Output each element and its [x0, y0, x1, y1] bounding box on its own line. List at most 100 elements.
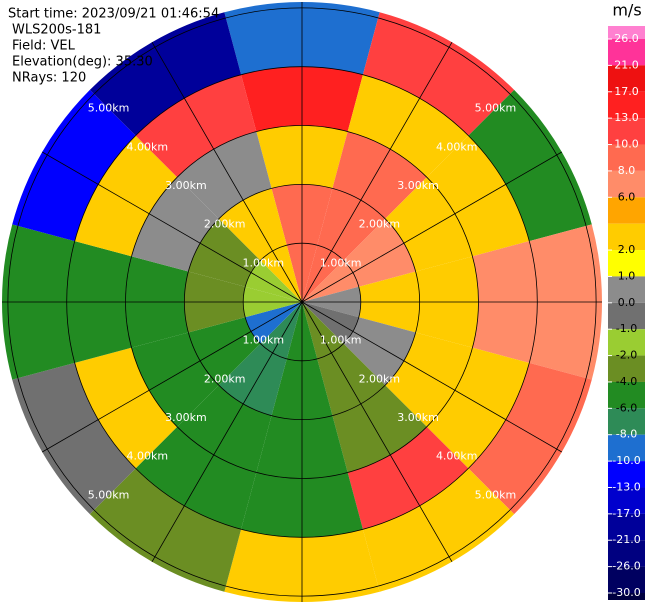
- colorbar-tick-label: -17.0: [612, 507, 640, 520]
- velocity-cell: [135, 426, 257, 530]
- colorbar-segment: [608, 381, 645, 409]
- velocity-cell: [12, 89, 136, 242]
- range-label: 4.00km: [436, 140, 478, 153]
- info-line: NRays: 120: [12, 71, 86, 86]
- velocity-cell: [426, 347, 530, 469]
- colorbar-tick-label: -13.0: [612, 480, 640, 493]
- colorbar-segment: [608, 223, 645, 251]
- velocity-cell: [468, 362, 592, 515]
- range-ring: [125, 125, 479, 479]
- range-label: 2.00km: [204, 372, 246, 385]
- range-label: 1.00km: [243, 334, 285, 347]
- info-line: Elevation(deg): 35.30: [12, 55, 153, 70]
- range-label: 3.00km: [165, 411, 207, 424]
- range-label: 3.00km: [397, 411, 439, 424]
- range-ring: [242, 242, 362, 362]
- velocity-cell: [468, 89, 592, 242]
- colorbar-segment: [608, 434, 645, 462]
- colorbar-segment: [608, 118, 645, 145]
- info-line: Start time: 2023/09/21 01:46:54: [8, 7, 219, 22]
- range-ring: [66, 66, 538, 538]
- colorbar-tick-label: 1.0: [618, 269, 636, 282]
- velocity-cell: [302, 302, 359, 344]
- colorbar-tick-label: 8.0: [618, 164, 636, 177]
- velocity-cell: [245, 260, 302, 302]
- colorbar-segment: [608, 250, 645, 277]
- info-line: Field: VEL: [12, 39, 76, 54]
- range-label: 5.00km: [475, 102, 517, 115]
- colorbar-segment: [608, 26, 645, 39]
- spoke: [41, 301, 303, 453]
- velocity-cell: [426, 135, 530, 257]
- colorbar-tick-label: -2.0: [616, 349, 637, 362]
- colorbar-segment: [608, 197, 645, 224]
- colorbar-segment: [608, 144, 645, 171]
- velocity-cell: [260, 302, 302, 359]
- velocity-cell: [347, 426, 469, 530]
- velocity-cell: [188, 218, 261, 287]
- spoke: [301, 41, 453, 303]
- range-label: 2.00km: [204, 218, 246, 231]
- velocity-cell: [12, 362, 136, 515]
- colorbar-segment: [608, 329, 645, 356]
- velocity-cell: [74, 347, 178, 469]
- colorbar-segment: [608, 170, 645, 198]
- colorbar-tick-label: 2.0: [618, 243, 636, 256]
- colorbar-tick-label: -30.0: [612, 586, 640, 599]
- colorbar-segment: [608, 461, 645, 488]
- velocity-cell: [385, 332, 473, 427]
- velocity-cell: [131, 177, 219, 272]
- colorbar-tick-label: -8.0: [616, 428, 637, 441]
- colorbar-segment: [608, 593, 645, 600]
- info-line: WLS200s-181: [12, 23, 101, 38]
- spoke: [301, 301, 563, 453]
- velocity-cell: [218, 188, 287, 261]
- velocity-cell: [302, 260, 359, 302]
- spoke: [151, 41, 303, 303]
- range-label: 2.00km: [359, 218, 401, 231]
- velocity-cell: [347, 74, 469, 178]
- velocity-cell: [74, 135, 178, 257]
- range-label: 2.00km: [359, 372, 401, 385]
- range-ring: [7, 7, 597, 597]
- colorbar-segment: [608, 302, 645, 330]
- colorbar-segment: [608, 566, 645, 593]
- velocity-cell: [343, 218, 416, 287]
- spoke: [151, 301, 303, 563]
- colorbar-tick-label: -6.0: [616, 401, 637, 414]
- colorbar-tick-label: 26.0: [614, 32, 639, 45]
- colorbar-tick-label: -10.0: [612, 454, 640, 467]
- velocity-cell: [317, 343, 386, 416]
- velocity-cell: [188, 317, 261, 386]
- colorbar-tick-label: -4.0: [616, 375, 637, 388]
- range-label: 4.00km: [436, 450, 478, 463]
- colorbar-segment: [608, 91, 645, 119]
- range-label: 4.00km: [126, 450, 168, 463]
- colorbar-tick-label: -1.0: [616, 322, 637, 335]
- colorbar-tick-label: 0.0: [618, 296, 636, 309]
- velocity-cell: [332, 385, 427, 473]
- velocity-cell: [260, 245, 302, 302]
- velocity-cell: [362, 12, 515, 136]
- range-label: 5.00km: [88, 488, 130, 501]
- colorbar-tick-label: 13.0: [614, 111, 639, 124]
- velocity-cell: [177, 131, 272, 219]
- overlay: 1.00km 1.00km 1.00km 1.00km 2.00km 2.00km 2.00…: [2, 2, 602, 602]
- plot-area: [1, 2, 602, 602]
- velocity-cell: [332, 131, 427, 219]
- velocity-cell: [89, 12, 242, 136]
- colorbar-tick-label: 21.0: [614, 58, 639, 71]
- range-label: 1.00km: [320, 256, 362, 269]
- velocity-cell: [302, 302, 344, 359]
- range-label: 5.00km: [88, 102, 130, 115]
- range-label: 5.00km: [475, 488, 517, 501]
- velocity-cell: [385, 177, 473, 272]
- colorbar-tick-label: -26.0: [612, 560, 640, 573]
- velocity-cell: [343, 317, 416, 386]
- velocity-cell: [135, 74, 257, 178]
- range-label: 1.00km: [243, 256, 285, 269]
- colorbar-segment: [608, 540, 645, 567]
- colorbar-segment: [608, 65, 645, 92]
- range-label: 1.00km: [320, 334, 362, 347]
